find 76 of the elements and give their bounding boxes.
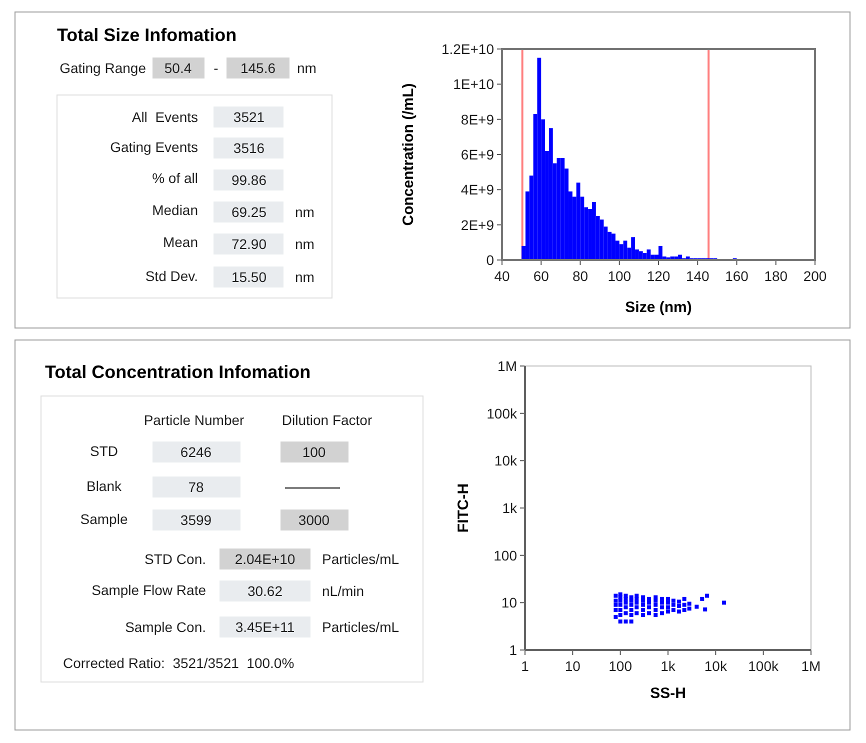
x-tick-label: 160 (725, 268, 749, 284)
y-tick-label: 0 (486, 252, 494, 268)
x-tick-label: 60 (533, 268, 550, 284)
y-tick-label: 1M (498, 358, 517, 374)
y-tick-label: 1 (509, 642, 518, 658)
x-tick-label: 100 (608, 658, 632, 674)
y-tick-label: 2E+9 (460, 216, 494, 233)
text: 99.86 (231, 172, 267, 188)
text: nL/min (322, 583, 364, 599)
x-tick-label: 100k (748, 658, 780, 674)
y-tick-label: 10 (501, 594, 518, 611)
text: 3599 (180, 512, 212, 528)
x-axis-title: Size (nm) (625, 299, 692, 316)
text: nm (295, 204, 314, 220)
y-tick-label: 100k (486, 405, 518, 422)
text: Dilution Factor (282, 412, 372, 428)
y-tick-label: 1E+10 (453, 76, 494, 92)
y-tick-label: 100 (494, 547, 518, 564)
text: 100 (302, 444, 326, 460)
x-axis-title: SS-H (650, 685, 686, 702)
text: Corrected Ratio: 3521/3521 100.0% (63, 655, 294, 671)
text: Total Concentration Infomation (45, 362, 311, 382)
x-tick-label: 80 (572, 268, 588, 284)
text: Gating Events (110, 139, 198, 155)
text: 30.62 (247, 583, 283, 599)
x-tick-label: 10k (704, 658, 728, 674)
text: 6246 (180, 444, 212, 460)
text: Particles/mL (322, 619, 400, 635)
x-tick-label: 200 (803, 268, 827, 284)
x-tick-label: 180 (764, 268, 788, 284)
text: Sample (80, 511, 128, 527)
y-tick-label: 10k (494, 452, 518, 469)
text: 69.25 (231, 204, 267, 220)
text: 15.50 (231, 269, 267, 285)
text: Median (152, 202, 198, 218)
y-axis-title: Concentration (/mL) (400, 83, 417, 226)
x-tick-label: 140 (686, 268, 710, 284)
text: STD Con. (144, 551, 206, 567)
text: nm (295, 236, 314, 252)
y-tick-label: 1k (502, 500, 518, 516)
text: nm (295, 269, 314, 285)
text: Mean (162, 234, 198, 250)
text: All Events (132, 109, 198, 125)
text: 3521 (233, 109, 265, 125)
y-axis-title: FITC-H (455, 483, 472, 533)
text: 78 (188, 479, 204, 495)
y-tick-label: 8E+9 (460, 111, 494, 128)
y-tick-label: 4E+9 (460, 182, 494, 198)
text: Sample Con. (125, 619, 206, 635)
text: 72.90 (231, 236, 267, 252)
x-tick-label: 1 (521, 658, 530, 674)
text: Sample Flow Rate (92, 582, 206, 598)
text: 50.4 (164, 60, 192, 76)
text: 3516 (233, 140, 265, 156)
x-tick-label: 40 (494, 268, 510, 284)
text: % of all (152, 170, 198, 186)
text: STD (90, 443, 118, 459)
text: 3.45E+11 (235, 619, 295, 635)
text: 3000 (298, 512, 330, 528)
text: Total Size Infomation (57, 25, 237, 45)
x-tick-label: 100 (608, 268, 632, 284)
text: Gating Range (60, 60, 146, 76)
text: Particles/mL (322, 551, 400, 567)
text: Particle Number (144, 412, 245, 428)
text: 2.04E+10 (234, 551, 296, 567)
text: nm (297, 60, 316, 76)
text: Blank (86, 478, 123, 494)
text: 145.6 (240, 60, 276, 76)
x-tick-label: 120 (646, 268, 670, 284)
x-tick-label: 1k (660, 658, 676, 674)
y-tick-label: 1.2E+10 (441, 41, 494, 57)
y-tick-label: 6E+9 (460, 146, 494, 162)
x-tick-label: 10 (564, 658, 581, 674)
text: Std Dev. (145, 268, 198, 284)
text: - (214, 60, 219, 76)
x-tick-label: 1M (801, 658, 821, 674)
